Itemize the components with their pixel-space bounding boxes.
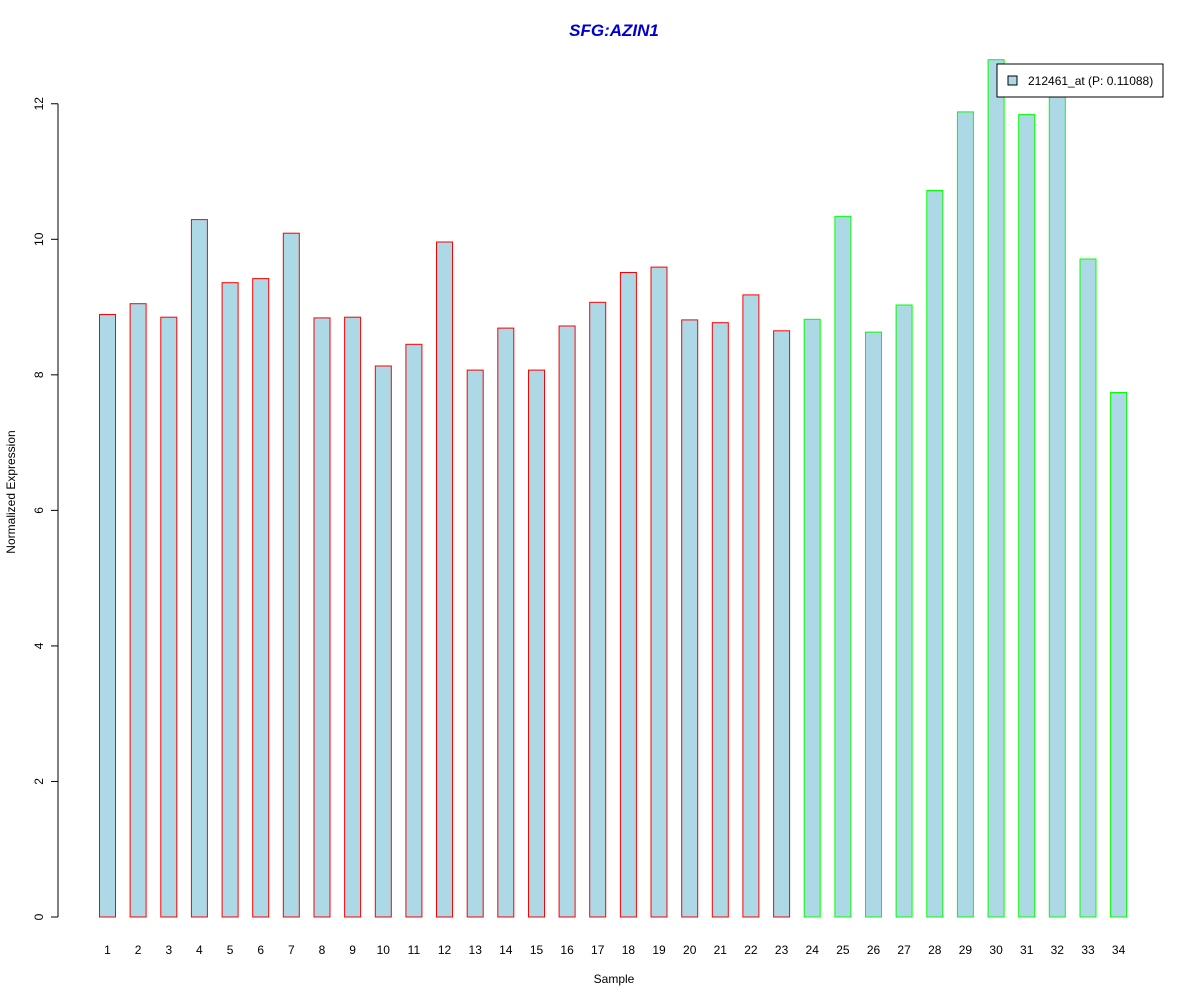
bar xyxy=(803,318,821,918)
bar xyxy=(619,272,637,918)
x-tick-label: 23 xyxy=(775,943,789,957)
x-tick-label: 17 xyxy=(591,943,605,957)
x-tick-label: 19 xyxy=(652,943,666,957)
x-tick-label: 5 xyxy=(227,943,234,957)
x-axis-title: Sample xyxy=(594,972,635,986)
legend-box xyxy=(996,63,1164,98)
legend-label: 212461_at (P: 0.11088) xyxy=(1028,74,1153,88)
x-tick-label: 33 xyxy=(1081,943,1095,957)
x-tick-label: 28 xyxy=(928,943,942,957)
bar xyxy=(742,294,760,918)
bar xyxy=(926,190,944,918)
x-tick-label: 6 xyxy=(257,943,264,957)
bar xyxy=(497,327,515,918)
legend: 212461_at (P: 0.11088) xyxy=(996,63,1164,98)
bar xyxy=(711,322,729,918)
bar xyxy=(528,369,545,918)
legend-swatch xyxy=(1007,75,1018,86)
bar xyxy=(1018,114,1036,918)
x-tick-label: 10 xyxy=(377,943,391,957)
y-tick-label: 4 xyxy=(32,642,46,649)
bar-series xyxy=(99,59,1128,918)
y-axis: 0 2 4 6 8 10 12 xyxy=(32,97,59,920)
y-tick-label: 0 xyxy=(32,913,46,920)
x-tick-label: 4 xyxy=(196,943,203,957)
x-tick-label: 9 xyxy=(349,943,356,957)
x-tick-label: 11 xyxy=(408,943,421,957)
x-tick-label: 7 xyxy=(288,943,295,957)
x-tick-label: 30 xyxy=(989,943,1003,957)
x-tick-label: 29 xyxy=(959,943,973,957)
bar xyxy=(436,241,453,918)
x-tick-label: 20 xyxy=(683,943,697,957)
x-tick-label: 25 xyxy=(836,943,850,957)
chart-title: SFG:AZIN1 xyxy=(569,21,659,40)
bar xyxy=(129,303,147,918)
bar xyxy=(252,278,270,918)
bar xyxy=(221,282,239,918)
bar xyxy=(834,215,852,918)
bar xyxy=(558,325,576,918)
bar xyxy=(374,365,392,918)
x-tick-label: 14 xyxy=(499,943,513,957)
bar xyxy=(865,331,882,918)
bar xyxy=(466,369,484,918)
x-axis-tick-labels: 1 2 3 4 5 6 7 8 9 10 11 12 13 14 15 16 17 18 19 20 21 22 23 24 2… xyxy=(104,943,1125,957)
x-tick-label: 31 xyxy=(1020,943,1034,957)
x-tick-label: 22 xyxy=(744,943,758,957)
bar xyxy=(99,314,116,918)
x-tick-label: 13 xyxy=(469,943,483,957)
y-axis-title: Normalized Expression xyxy=(4,430,18,553)
bar xyxy=(282,232,300,918)
x-tick-label: 21 xyxy=(714,943,728,957)
x-tick-label: 12 xyxy=(438,943,452,957)
bar xyxy=(681,319,699,918)
bar xyxy=(773,330,791,918)
bar xyxy=(650,266,668,918)
bar xyxy=(956,111,974,918)
x-tick-label: 3 xyxy=(165,943,172,957)
bar xyxy=(1079,258,1097,918)
x-tick-label: 26 xyxy=(867,943,881,957)
x-tick-label: 1 xyxy=(104,943,111,957)
x-tick-label: 27 xyxy=(897,943,911,957)
y-tick-label: 2 xyxy=(32,778,46,785)
bar xyxy=(405,343,423,918)
y-tick-label: 10 xyxy=(32,232,46,246)
x-tick-label: 8 xyxy=(319,943,326,957)
x-tick-label: 2 xyxy=(135,943,142,957)
y-tick-label: 8 xyxy=(32,371,46,378)
bar xyxy=(589,301,607,918)
bar xyxy=(1110,392,1128,918)
bar xyxy=(160,316,178,918)
bar xyxy=(344,316,362,918)
bar xyxy=(313,317,331,918)
bar xyxy=(1048,95,1066,918)
bar xyxy=(190,219,208,918)
y-tick-label: 12 xyxy=(32,97,46,111)
x-tick-label: 15 xyxy=(530,943,544,957)
x-tick-label: 34 xyxy=(1112,943,1126,957)
bar xyxy=(895,304,913,918)
y-tick-label: 6 xyxy=(32,507,46,514)
x-tick-label: 32 xyxy=(1051,943,1065,957)
x-tick-label: 18 xyxy=(622,943,636,957)
x-tick-label: 16 xyxy=(560,943,574,957)
bar xyxy=(987,59,1005,918)
x-tick-label: 24 xyxy=(806,943,820,957)
